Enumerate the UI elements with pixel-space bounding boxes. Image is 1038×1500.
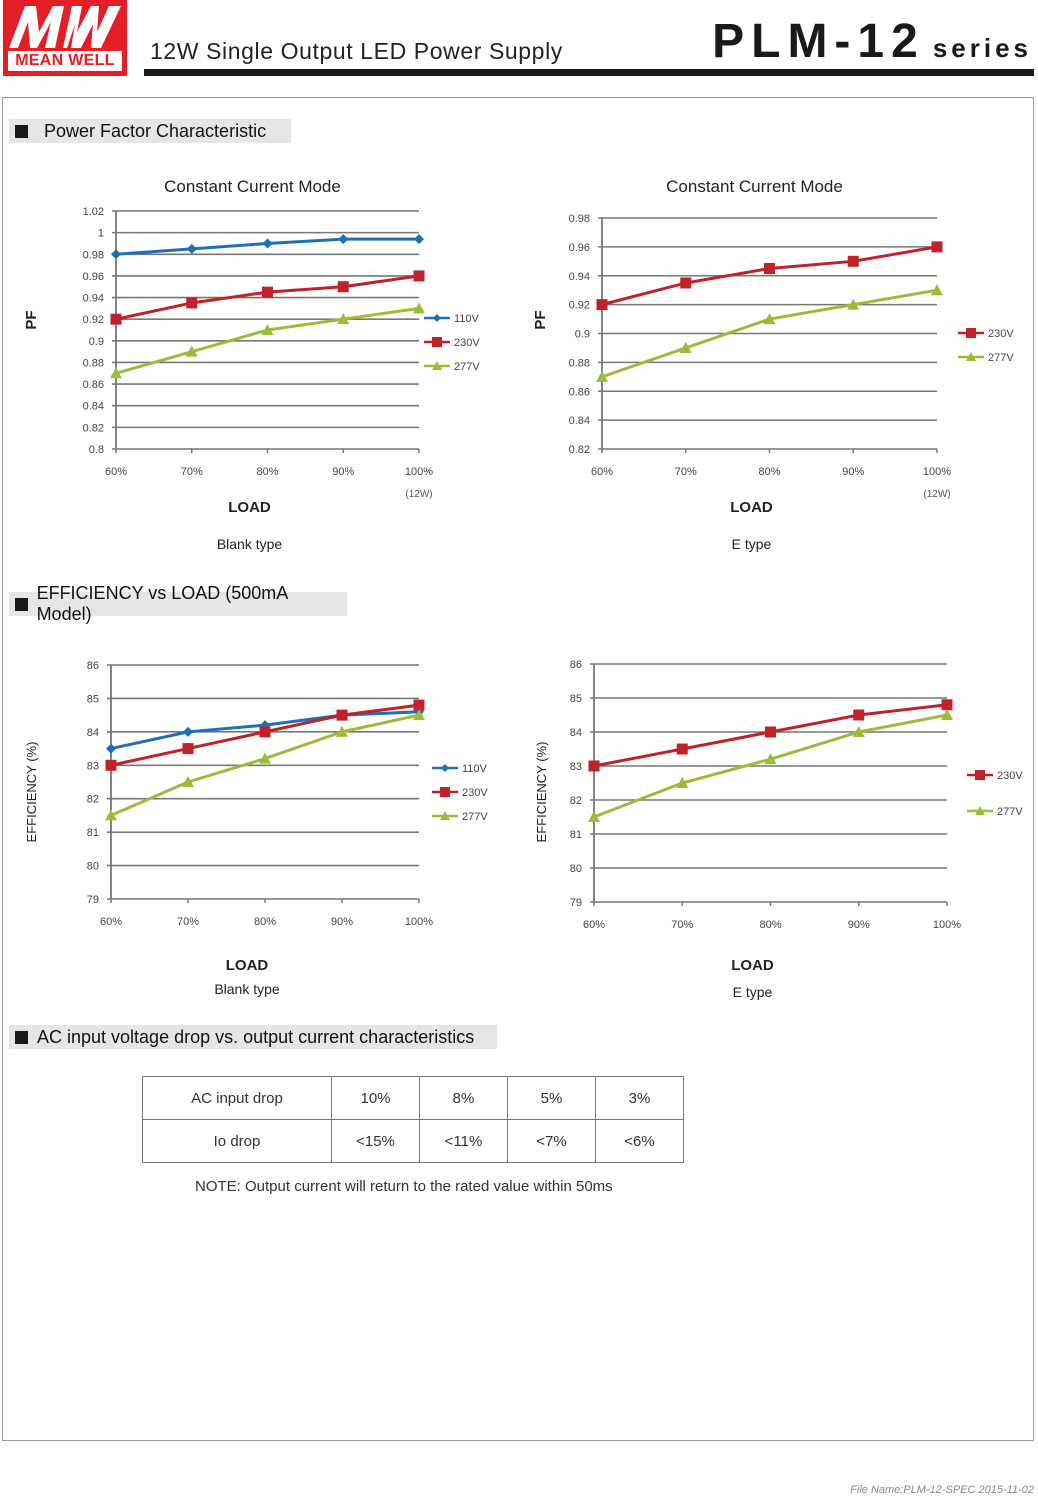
bullet-square-icon: [15, 1030, 28, 1044]
mw-logo-mark-icon: [9, 6, 121, 48]
header-rule: [144, 69, 1034, 76]
section-title: Power Factor Characteristic: [44, 120, 267, 141]
brand-name: MEAN WELL: [8, 51, 122, 71]
section-efficiency: EFFICIENCY vs LOAD (500mA Model): [9, 583, 347, 624]
table-cell: 3%: [595, 1076, 684, 1120]
table-cell: <6%: [595, 1119, 684, 1163]
ac-drop-table: AC input drop 10% 8% 5% 3% Io drop <15% …: [142, 1076, 684, 1163]
table-cell: <11%: [419, 1119, 508, 1163]
footer-file-name: File Name:PLM-12-SPEC 2015-11-02: [850, 1484, 1034, 1496]
model-title: PLM-12 series: [712, 14, 1032, 69]
mean-well-logo: MEAN WELL: [3, 0, 127, 76]
section-title: AC input voltage drop vs. output current…: [37, 1026, 475, 1047]
row-label: Io drop: [142, 1119, 332, 1163]
content-frame: [2, 97, 1034, 1441]
document-subtitle: 12W Single Output LED Power Supply: [150, 38, 563, 64]
table-cell: <15%: [331, 1119, 420, 1163]
row-label: AC input drop: [142, 1076, 332, 1120]
section-power-factor: Power Factor Characteristic: [9, 119, 291, 143]
table-row: Io drop <15% <11% <7% <6%: [142, 1119, 684, 1163]
model-name: PLM-12: [712, 15, 925, 68]
table-cell: <7%: [507, 1119, 596, 1163]
section-title: EFFICIENCY vs LOAD (500mA Model): [36, 583, 288, 624]
series-label: series: [932, 33, 1032, 63]
bullet-square-icon: [15, 597, 28, 611]
table-row: AC input drop 10% 8% 5% 3%: [142, 1076, 684, 1120]
section-ac-drop: AC input voltage drop vs. output current…: [9, 1025, 497, 1049]
table-cell: 10%: [331, 1076, 420, 1120]
table-note: NOTE: Output current will return to the …: [195, 1178, 613, 1195]
bullet-square-icon: [15, 124, 28, 138]
table-cell: 8%: [419, 1076, 508, 1120]
table-cell: 5%: [507, 1076, 596, 1120]
